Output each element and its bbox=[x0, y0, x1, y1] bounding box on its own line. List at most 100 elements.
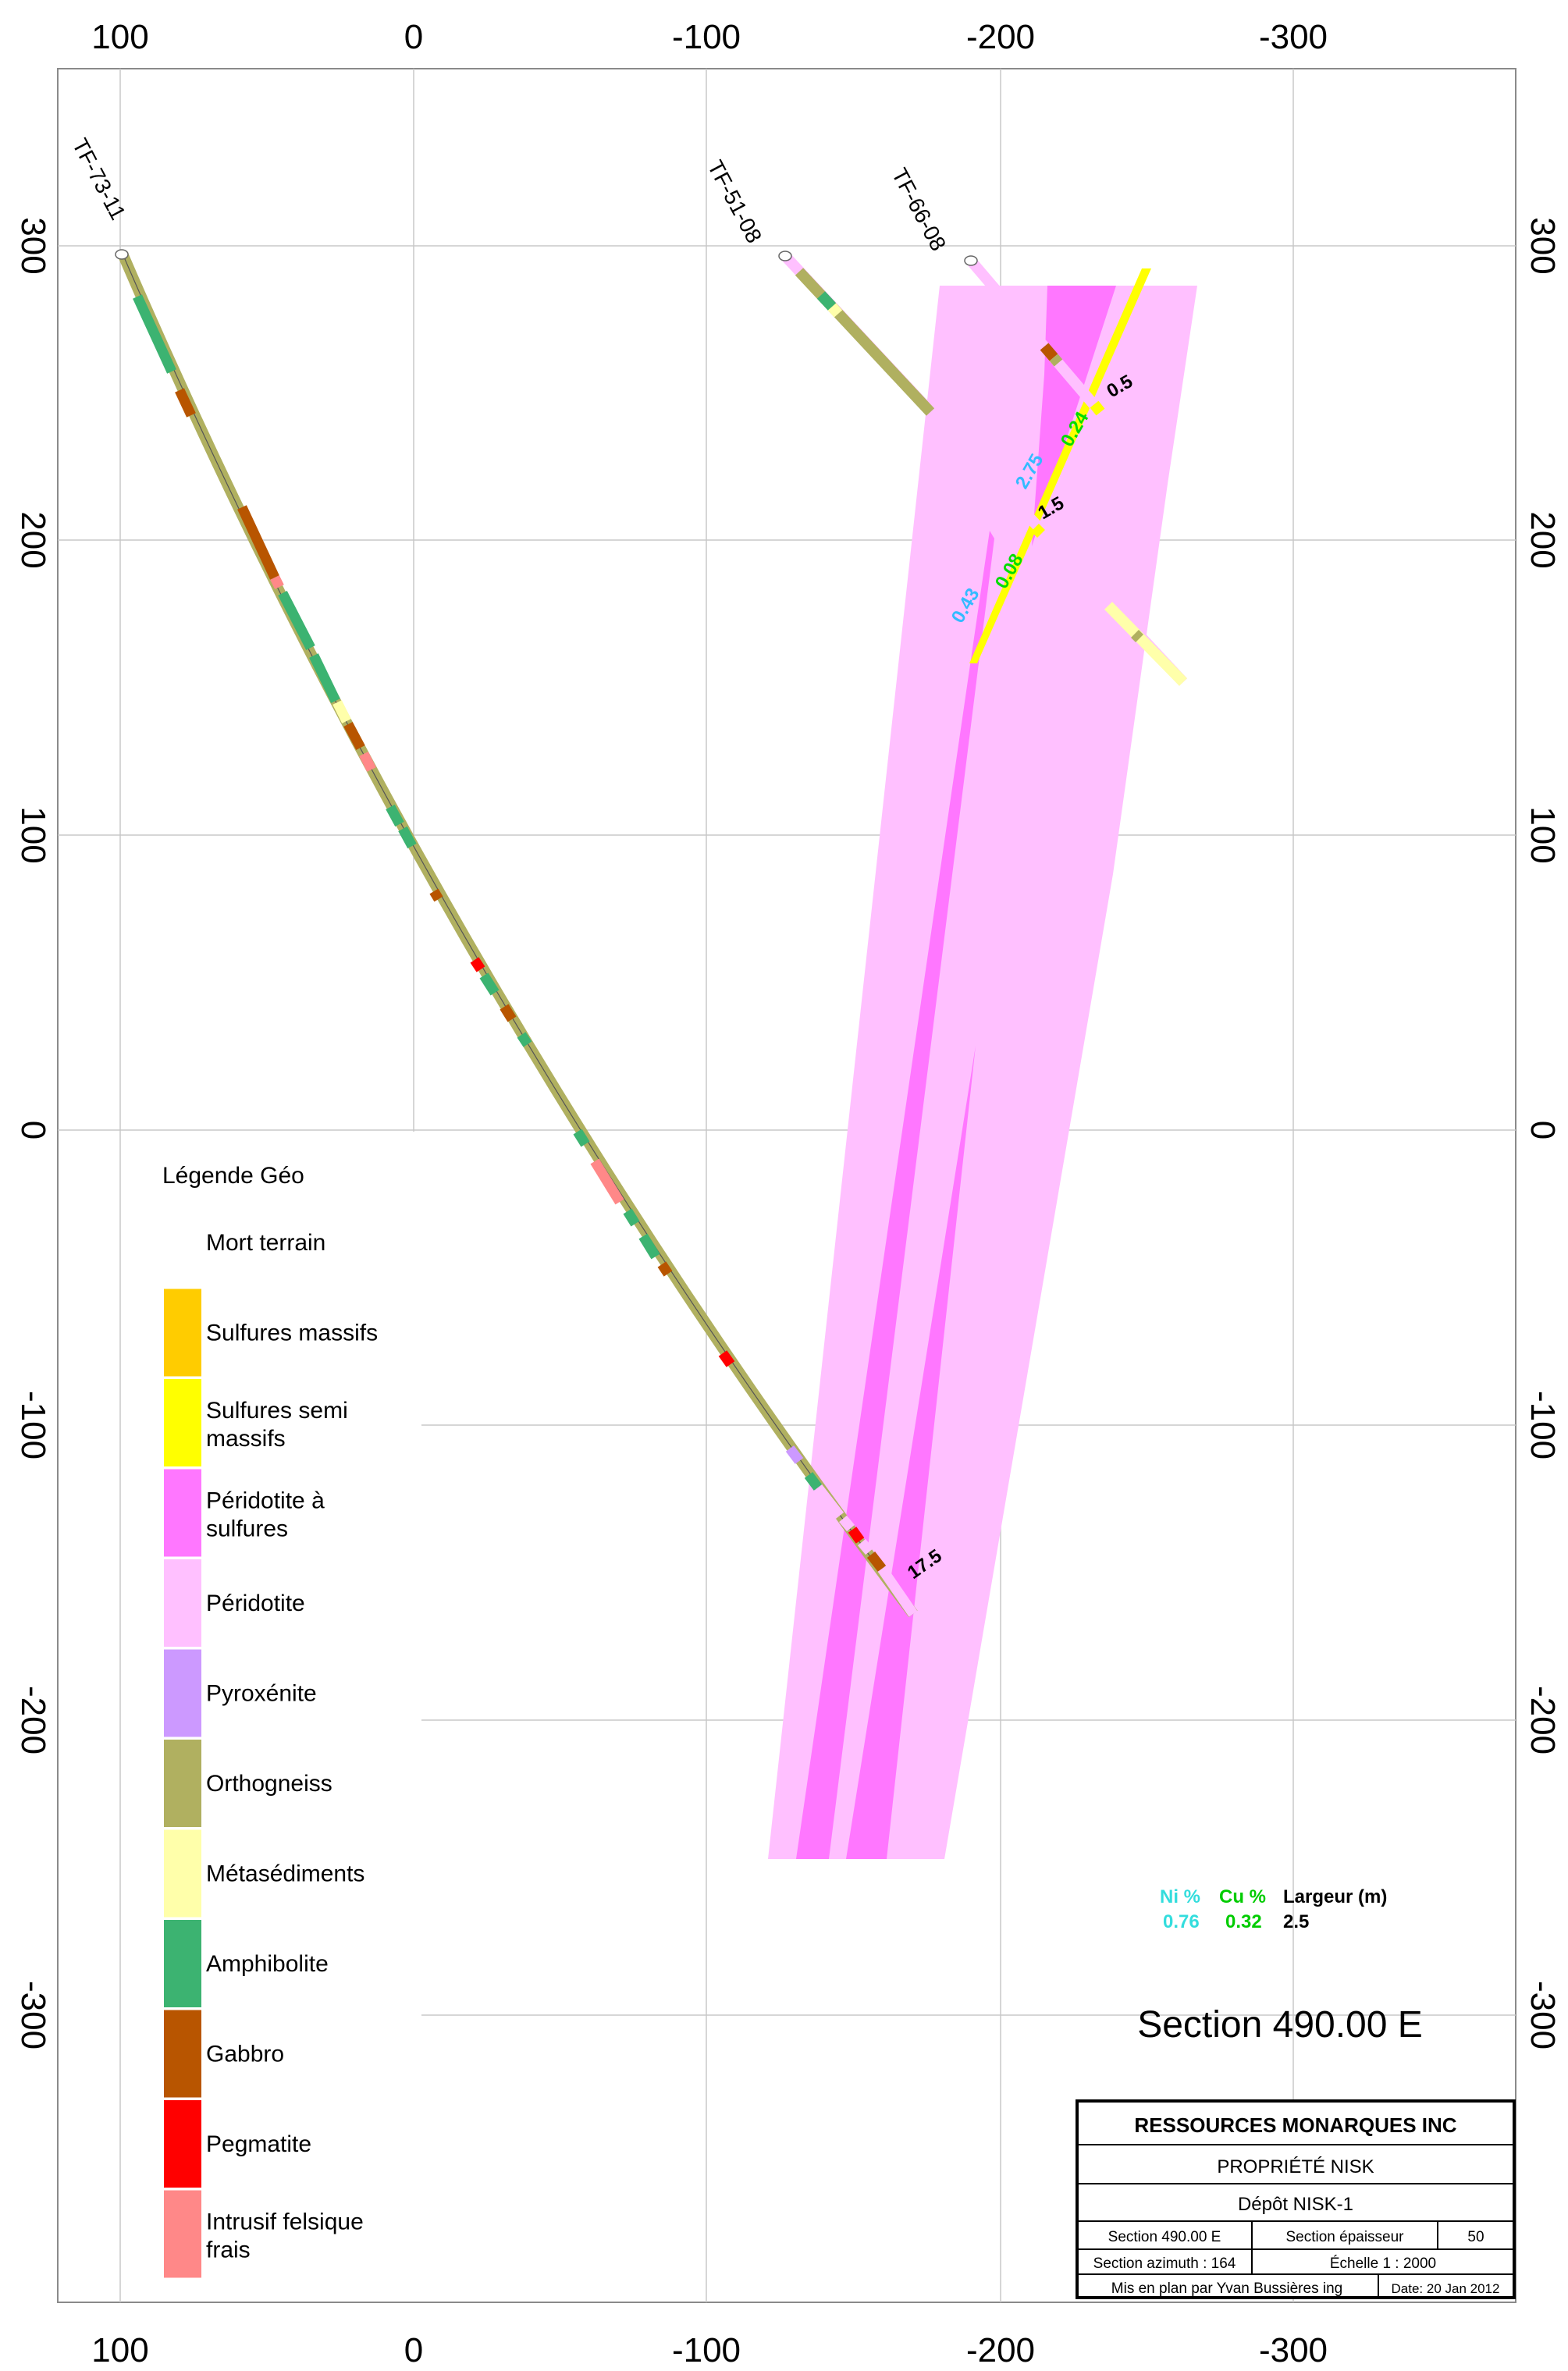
y-tick-label: 200 bbox=[1524, 511, 1562, 568]
legend-swatch bbox=[164, 1559, 201, 1647]
azimuth: Section azimuth : 164 bbox=[1093, 2255, 1236, 2272]
legend-swatch bbox=[164, 2190, 201, 2278]
legend-item: Intrusif felsique frais bbox=[164, 2190, 364, 2278]
legend-label: Mort terrain bbox=[206, 1230, 325, 1256]
legend-item: Gabbro bbox=[164, 2010, 284, 2098]
lithology-intervals bbox=[133, 294, 918, 1617]
legend-label: Gabbro bbox=[206, 2042, 284, 2067]
legend-swatch bbox=[164, 1649, 201, 1737]
y-tick-label: 300 bbox=[14, 217, 52, 274]
y-axis-right: 300 200 100 0 -100 -200 -300 bbox=[1524, 217, 1562, 2049]
legend-label: Sulfures semi massifs bbox=[206, 1398, 348, 1452]
collar-icon bbox=[964, 255, 978, 266]
legend-item: Sulfures semi massifs bbox=[164, 1379, 348, 1466]
width-header: Largeur (m) bbox=[1283, 1886, 1387, 1907]
interval-legend: Ni % Cu % Largeur (m) 0.76 0.32 2.5 bbox=[1160, 1886, 1387, 1932]
section-name: Section 490.00 E bbox=[1108, 2229, 1221, 2245]
drillhole-trace bbox=[1031, 524, 1045, 538]
section-title: Section 490.00 E bbox=[1137, 2004, 1423, 2046]
deposit-name: Dépôt NISK-1 bbox=[1238, 2194, 1353, 2215]
legend-label: Sulfures massifs bbox=[206, 1321, 378, 1346]
hole-label: TF-51-08 bbox=[703, 156, 766, 247]
legend-item: Métasédiments bbox=[164, 1829, 364, 1918]
drillhole-tf-66-08 bbox=[964, 255, 1166, 488]
width-sample-value: 2.5 bbox=[1283, 1911, 1309, 1932]
drillhole-trace bbox=[1104, 602, 1188, 686]
thickness-value: 50 bbox=[1467, 2229, 1484, 2245]
x-tick-label: -100 bbox=[672, 2331, 741, 2369]
x-tick-label: -200 bbox=[966, 18, 1035, 56]
legend-swatch bbox=[164, 2100, 201, 2188]
x-tick-label: 0 bbox=[404, 18, 423, 56]
scale: Échelle 1 : 2000 bbox=[1330, 2255, 1436, 2272]
y-tick-label: -200 bbox=[1524, 1686, 1562, 1754]
cu-header: Cu % bbox=[1219, 1886, 1266, 1907]
drillhole-trace bbox=[1040, 343, 1058, 361]
legend-label: Intrusif felsique frais bbox=[206, 2209, 364, 2263]
x-tick-label: 100 bbox=[91, 18, 148, 56]
y-tick-label: -300 bbox=[1524, 1981, 1562, 2049]
x-tick-label: 100 bbox=[91, 2331, 148, 2369]
legend-label: Pegmatite bbox=[206, 2131, 311, 2157]
drillhole-tf-51-08 bbox=[778, 251, 1188, 686]
legend-label: Amphibolite bbox=[206, 1951, 329, 1977]
sulfide-peridotite-lens bbox=[846, 1046, 976, 1859]
drillhole-trace bbox=[966, 257, 1166, 488]
y-tick-label: 300 bbox=[1524, 217, 1562, 274]
x-tick-label: -200 bbox=[966, 2331, 1035, 2369]
hole-label: TF-73-11 bbox=[68, 134, 130, 223]
legend-label: Pyroxénite bbox=[206, 1681, 317, 1707]
drillhole-trace bbox=[1049, 354, 1063, 367]
drillhole-trace bbox=[795, 268, 935, 416]
collar-icon bbox=[778, 251, 792, 261]
ni-header: Ni % bbox=[1160, 1886, 1200, 1907]
author: Mis en plan par Yvan Bussières ing bbox=[1111, 2280, 1342, 2297]
legend-swatch bbox=[164, 1829, 201, 1918]
legend-label: Péridotite bbox=[206, 1591, 305, 1616]
y-tick-label: -200 bbox=[14, 1686, 52, 1754]
thickness-label: Section épaisseur bbox=[1285, 2229, 1404, 2245]
legend-item: Pegmatite bbox=[164, 2100, 311, 2188]
drillhole-trace bbox=[1090, 400, 1105, 416]
hole-label: TF-66-08 bbox=[887, 164, 951, 254]
drawing-date: Date: 20 Jan 2012 bbox=[1392, 2281, 1500, 2296]
plot-frame bbox=[57, 68, 1516, 2303]
y-tick-label: 0 bbox=[1524, 1121, 1562, 1139]
cu-sample-value: 0.32 bbox=[1225, 1911, 1262, 1932]
legend-swatch bbox=[164, 2010, 201, 2098]
x-axis-top: 100 0 -100 -200 -300 bbox=[91, 18, 1328, 56]
ni-sample-value: 0.76 bbox=[1163, 1911, 1200, 1932]
drillhole-trace bbox=[1131, 630, 1143, 642]
drillhole-trace bbox=[827, 303, 843, 318]
legend-swatch bbox=[164, 1469, 201, 1557]
y-tick-label: -100 bbox=[14, 1391, 52, 1459]
legend-label: Métasédiments bbox=[206, 1861, 364, 1887]
legend-item: Mort terrain bbox=[206, 1230, 325, 1256]
x-axis-bottom: 100 0 -100 -200 -300 bbox=[91, 2331, 1328, 2369]
y-tick-label: 100 bbox=[14, 806, 52, 863]
company-name: RESSOURCES MONARQUES INC bbox=[1134, 2113, 1456, 2137]
y-tick-label: 200 bbox=[14, 511, 52, 568]
y-axis-left: 300 200 100 0 -100 -200 -300 bbox=[14, 217, 52, 2049]
semi-massive-sulfide-zone bbox=[969, 268, 1151, 663]
legend-item: Péridotite bbox=[164, 1559, 305, 1647]
collar-icon bbox=[115, 249, 129, 260]
legend-label: Orthogneiss bbox=[206, 1771, 332, 1797]
drillhole-trace bbox=[816, 291, 837, 311]
drillhole-tf-73-11 bbox=[115, 249, 918, 1618]
legend-swatch bbox=[164, 1740, 201, 1827]
x-tick-label: -100 bbox=[672, 18, 741, 56]
legend-swatch bbox=[164, 1379, 201, 1466]
x-tick-label: 0 bbox=[404, 2331, 423, 2369]
legend-item: Pyroxénite bbox=[164, 1649, 317, 1737]
x-tick-label: -300 bbox=[1259, 18, 1328, 56]
legend-swatch bbox=[164, 1920, 201, 2007]
legend-swatch bbox=[164, 1289, 201, 1377]
legend-title: Légende Géo bbox=[162, 1163, 304, 1189]
legend-item: Orthogneiss bbox=[164, 1740, 332, 1827]
title-block: RESSOURCES MONARQUES INC PROPRIÉTÉ NISK … bbox=[1076, 2099, 1516, 2299]
x-tick-label: -300 bbox=[1259, 2331, 1328, 2369]
y-tick-label: 100 bbox=[1524, 806, 1562, 863]
y-tick-label: 0 bbox=[14, 1121, 52, 1139]
